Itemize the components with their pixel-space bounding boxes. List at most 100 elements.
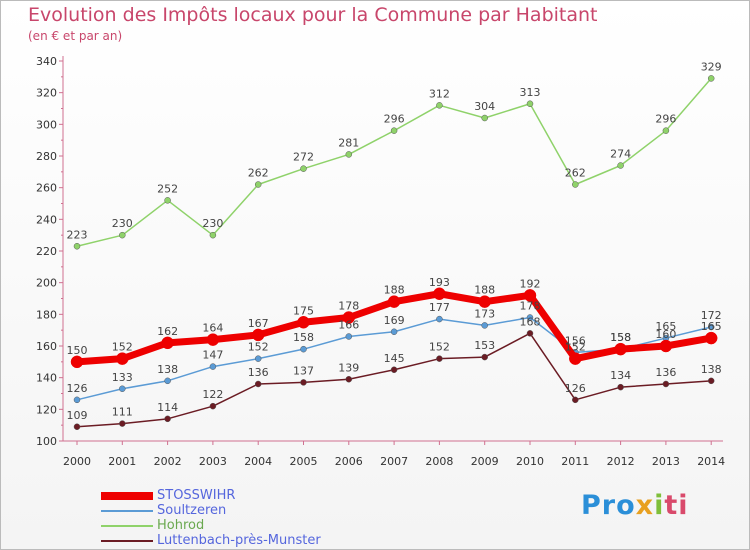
- data-label: 138: [157, 363, 178, 376]
- data-label: 223: [67, 228, 88, 241]
- data-point: [164, 415, 171, 423]
- data-label: 329: [701, 60, 722, 73]
- data-label: 296: [384, 113, 405, 126]
- data-point: [707, 75, 715, 82]
- data-label: 169: [384, 314, 405, 327]
- data-label: 152: [112, 341, 133, 354]
- data-label: 165: [701, 320, 722, 333]
- data-point: [572, 181, 579, 188]
- data-label: 126: [565, 382, 586, 395]
- data-label: 122: [202, 388, 223, 401]
- data-point: [342, 311, 356, 324]
- data-label: 312: [429, 87, 450, 100]
- data-point: [436, 315, 443, 323]
- data-label: 172: [701, 309, 722, 322]
- data-point: [614, 342, 627, 356]
- data-label: 252: [157, 182, 178, 195]
- data-point: [662, 380, 670, 388]
- data-label: 158: [610, 331, 631, 344]
- data-label: 126: [67, 382, 88, 395]
- data-label: 178: [338, 300, 359, 313]
- data-label: 138: [701, 363, 722, 376]
- x-tick-label: 2011: [561, 455, 589, 468]
- data-label: 188: [384, 284, 405, 297]
- data-point: [526, 314, 534, 321]
- data-label: 160: [655, 328, 676, 341]
- data-label: 136: [248, 366, 269, 379]
- data-label: 173: [474, 307, 495, 320]
- data-label: 167: [248, 317, 269, 330]
- data-point: [300, 379, 307, 386]
- data-label: 136: [655, 366, 676, 379]
- data-label: 178: [520, 300, 541, 313]
- data-point: [704, 331, 718, 345]
- legend-item: STOSSWIHR: [101, 488, 321, 503]
- data-label: 156: [565, 334, 586, 347]
- x-tick-label: 2005: [290, 455, 318, 468]
- y-tick-label: 200: [36, 277, 57, 290]
- data-point: [119, 385, 126, 392]
- data-label: 230: [202, 217, 223, 230]
- x-tick-label: 2013: [652, 455, 680, 468]
- data-label: 175: [293, 304, 314, 317]
- y-tick-label: 240: [36, 213, 57, 226]
- data-point: [569, 352, 582, 365]
- data-point: [662, 127, 670, 134]
- x-tick-label: 2007: [380, 455, 408, 468]
- data-label: 164: [202, 322, 223, 335]
- data-label: 153: [474, 339, 495, 352]
- data-point: [707, 323, 715, 331]
- data-label: 177: [429, 301, 450, 314]
- x-tick-label: 2014: [697, 455, 725, 468]
- x-tick-label: 2010: [516, 455, 544, 468]
- data-point: [390, 127, 398, 134]
- data-point: [526, 100, 534, 107]
- y-tick-label: 300: [36, 118, 57, 131]
- chart-title: Evolution des Impôts locaux pour la Comm…: [28, 4, 598, 26]
- data-label: 272: [293, 151, 314, 164]
- data-label: 188: [474, 284, 495, 297]
- data-label: 152: [565, 341, 586, 354]
- data-label: 313: [520, 86, 541, 99]
- data-point: [617, 162, 624, 169]
- data-point: [436, 355, 443, 362]
- data-label: 114: [157, 401, 178, 414]
- data-point: [345, 333, 353, 340]
- data-point: [73, 396, 81, 404]
- data-label: 162: [157, 325, 178, 338]
- y-tick-label: 120: [36, 403, 57, 416]
- x-tick-label: 2002: [154, 455, 182, 468]
- data-label: 165: [655, 320, 676, 333]
- data-label: 150: [67, 344, 88, 357]
- y-tick-label: 260: [36, 182, 57, 195]
- x-tick-label: 2004: [244, 455, 272, 468]
- data-point: [478, 295, 491, 308]
- data-point: [70, 355, 84, 369]
- y-tick-label: 340: [36, 55, 57, 68]
- data-point: [254, 355, 262, 362]
- data-point: [206, 333, 220, 346]
- legend-label: Luttenbach-près-Munster: [157, 533, 321, 548]
- data-point: [119, 420, 126, 427]
- chart-axes: 100 120 140 160 180 200 220 240 260 280 300 320 340 2…: [36, 55, 725, 468]
- data-point: [436, 102, 443, 109]
- chart-legend: STOSSWIHR Soultzeren Hohrod Luttenbach-près…: [101, 488, 321, 548]
- y-tick-label: 140: [36, 372, 57, 385]
- logo-part: Pro: [581, 490, 636, 521]
- data-label: 109: [67, 409, 88, 422]
- legend-swatch: [101, 539, 153, 542]
- data-point: [297, 316, 310, 329]
- legend-swatch: [101, 524, 153, 527]
- data-label: 168: [520, 315, 541, 328]
- x-tick-label: 2000: [63, 455, 91, 468]
- data-point: [345, 376, 353, 383]
- chart-subtitle: (en € et par an): [28, 29, 123, 43]
- data-point: [254, 181, 262, 188]
- data-label: 147: [202, 349, 223, 362]
- legend-swatch: [101, 509, 153, 512]
- data-point: [164, 377, 171, 385]
- series-line: [76, 77, 712, 247]
- data-label: 152: [429, 341, 450, 354]
- data-label: 262: [565, 167, 586, 180]
- data-label: 111: [112, 406, 133, 419]
